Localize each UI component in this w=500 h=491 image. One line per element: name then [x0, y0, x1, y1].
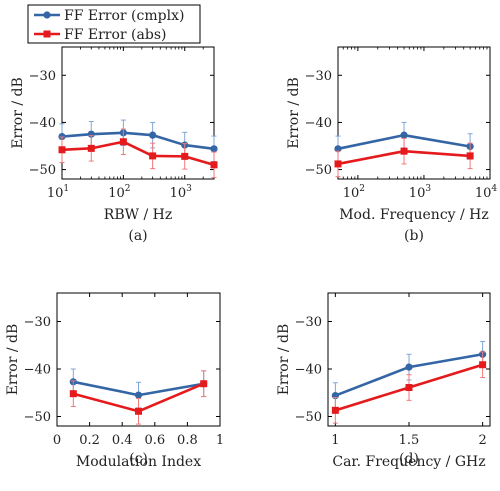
x-tick-label: 103	[170, 184, 193, 201]
x-tick-label: 0.4	[112, 433, 133, 448]
y-tick-label: −40	[24, 363, 51, 378]
y-tick-label: −40	[295, 363, 322, 378]
legend: FF Error (cmplx) FF Error (abs)	[27, 4, 201, 44]
x-tick-label: 0.6	[144, 433, 165, 448]
data-point	[200, 380, 208, 388]
legend-box	[27, 4, 201, 44]
x-tick-label: 0	[53, 433, 61, 448]
panel-a: −30 −40 −50 101 102 103 RBW / Hz Error / dB (a)	[10, 46, 218, 244]
x-axis-label: RBW / Hz	[104, 207, 172, 223]
data-point	[135, 407, 142, 415]
y-tick-label: −30	[295, 315, 322, 330]
x-tick-label: 102	[343, 184, 365, 201]
data-point	[400, 147, 408, 155]
panel-b: −30 −40 −50 102 103 104 Mod. Frequency / Hz Err…	[286, 46, 498, 244]
x-tick-label: 103	[409, 184, 432, 201]
data-point	[466, 152, 474, 160]
data-point	[134, 391, 143, 399]
y-axis-label: Error / dB	[10, 77, 26, 149]
x-tick-label: 1	[216, 433, 224, 448]
data-point	[210, 145, 218, 153]
series-cmplx	[331, 340, 487, 409]
y-axis-label: Error / dB	[5, 324, 21, 396]
data-point	[479, 361, 487, 369]
series-abs	[334, 137, 474, 178]
series-abs	[58, 128, 218, 179]
x-tick-label: 102	[108, 184, 130, 201]
y-axis-label: Error / dB	[276, 324, 292, 396]
series-line	[61, 140, 215, 167]
y-tick-label: −30	[29, 69, 56, 84]
panel-d: −30 −40 −50 1 1.5 2 Car. Frequency / GHz Error …	[276, 292, 491, 470]
series-line	[61, 131, 215, 151]
panel-caption: (c)	[129, 451, 148, 467]
data-point	[334, 160, 342, 168]
data-point	[149, 131, 157, 139]
x-tick-label: 2	[478, 433, 486, 448]
data-point	[58, 146, 66, 154]
y-tick-label: −40	[305, 116, 332, 131]
data-point	[149, 152, 157, 160]
legend-entry-abs: FF Error (abs)	[34, 27, 166, 43]
legend-label-cmplx: FF Error (cmplx)	[64, 8, 184, 24]
x-tick-label: 1.5	[399, 433, 420, 448]
x-axis-label: Car. Frequency / GHz	[332, 454, 485, 470]
plot-frame	[56, 292, 221, 427]
data-point	[400, 131, 408, 139]
x-axis-label: Mod. Frequency / Hz	[339, 207, 489, 223]
data-point	[405, 384, 413, 392]
y-tick-label: −30	[305, 69, 332, 84]
data-point	[405, 363, 413, 371]
series-cmplx	[58, 119, 218, 163]
legend-marker-cmplx	[43, 11, 51, 19]
data-point	[69, 390, 77, 398]
data-point	[210, 161, 218, 169]
legend-entry-cmplx: FF Error (cmplx)	[34, 8, 184, 24]
data-point	[181, 152, 189, 160]
data-point	[87, 144, 95, 152]
legend-marker-abs	[43, 30, 51, 38]
y-axis-label: Error / dB	[286, 77, 302, 149]
legend-label-abs: FF Error (abs)	[64, 27, 166, 43]
y-tick-label: −50	[295, 410, 322, 425]
y-tick-label: −50	[24, 410, 51, 425]
plot-frame	[61, 46, 215, 180]
x-tick-label: 1	[331, 433, 339, 448]
panel-c: −30 −40 −500 0.2 0.4 0.6 0.8 1 Modulation Index E…	[5, 292, 224, 470]
panel-caption: (a)	[128, 228, 147, 244]
panel-caption: (d)	[399, 451, 419, 467]
x-tick-label: 0.2	[79, 433, 100, 448]
y-tick-label: −40	[29, 116, 56, 131]
data-point	[119, 138, 127, 146]
series-abs	[331, 351, 487, 424]
series-abs	[69, 370, 208, 425]
x-axis-label: Modulation Index	[76, 454, 201, 470]
y-tick-label: −30	[24, 315, 51, 330]
y-tick-label: −50	[29, 163, 56, 178]
x-tick-label: 101	[47, 184, 69, 201]
data-point	[334, 145, 342, 153]
x-tick-label: 104	[475, 184, 498, 201]
y-tick-label: −50	[305, 163, 332, 178]
x-tick-label: 0.8	[177, 433, 198, 448]
panel-caption: (b)	[404, 228, 424, 244]
data-point	[331, 406, 339, 414]
